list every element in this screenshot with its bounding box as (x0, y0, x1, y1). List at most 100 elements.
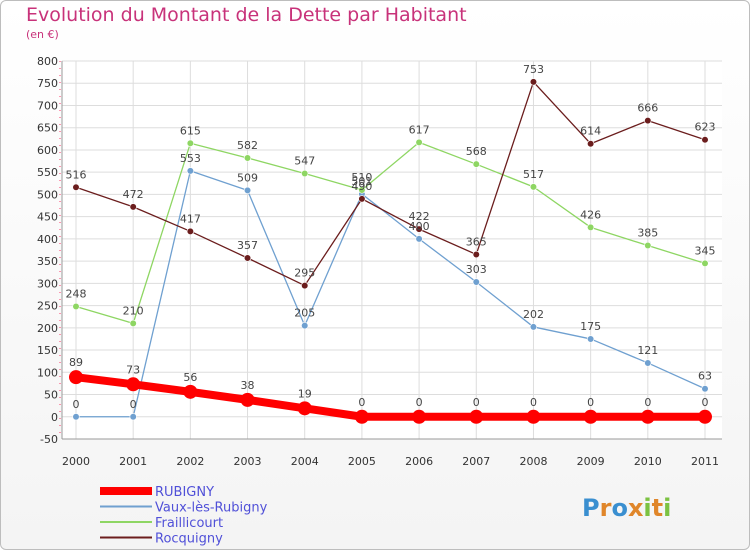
data-point-rubigny (126, 377, 141, 392)
data-label-vaux-les-rubigny: 202 (523, 308, 544, 321)
x-tick-label: 2007 (462, 455, 490, 468)
x-tick-label: 2010 (634, 455, 662, 468)
y-tick-label: 300 (37, 277, 58, 290)
data-label-rocquigny: 490 (351, 180, 372, 193)
data-label-fraillicourt: 615 (180, 124, 201, 137)
data-label-vaux-les-rubigny: 121 (637, 344, 658, 357)
logo-letter: P (582, 494, 600, 522)
data-label-rocquigny: 666 (637, 102, 658, 115)
data-label-fraillicourt: 617 (409, 123, 430, 136)
data-label-fraillicourt: 210 (123, 304, 144, 317)
logo-letter: t (652, 494, 663, 522)
y-tick-label: 350 (37, 255, 58, 268)
data-point-rocquigny (186, 227, 194, 235)
chart-title: Evolution du Montant de la Dette par Hab… (26, 4, 467, 26)
data-point-vaux-les-rubigny (644, 359, 652, 367)
data-label-fraillicourt: 517 (523, 168, 544, 181)
data-label-rocquigny: 753 (523, 63, 544, 76)
data-point-fraillicourt (129, 319, 137, 327)
data-label-fraillicourt: 345 (695, 244, 716, 257)
y-tick-label: 0 (51, 411, 58, 424)
logo-letter: r (600, 494, 612, 522)
data-point-vaux-les-rubigny (72, 413, 80, 421)
data-point-rubigny (354, 409, 369, 424)
x-tick-label: 2001 (119, 455, 147, 468)
x-tick-label: 2009 (577, 455, 605, 468)
legend-label-fraillicourt: Fraillicourt (155, 516, 223, 531)
data-point-fraillicourt (644, 241, 652, 250)
data-point-vaux-les-rubigny (701, 385, 709, 393)
data-point-vaux-les-rubigny (529, 323, 538, 331)
data-label-rubigny: 0 (644, 396, 651, 409)
y-tick-label: 200 (37, 322, 58, 335)
data-label-fraillicourt: 385 (637, 227, 658, 240)
data-label-vaux-les-rubigny: 63 (698, 370, 712, 383)
data-label-rocquigny: 516 (66, 168, 87, 181)
legend-label-vaux-les-rubigny: Vaux-lès-Rubigny (155, 501, 268, 516)
data-label-rocquigny: 357 (237, 239, 258, 252)
data-label-rubigny: 19 (298, 387, 312, 400)
x-tick-label: 2005 (348, 455, 376, 468)
data-point-rubigny (583, 409, 598, 424)
data-point-rocquigny (243, 254, 252, 262)
series-line-rubigny (75, 373, 705, 421)
data-label-rubigny: 0 (416, 396, 423, 409)
data-point-vaux-les-rubigny (587, 335, 595, 343)
y-tick-label: 500 (37, 188, 58, 201)
data-label-rocquigny: 472 (123, 188, 144, 201)
logo-letter: i (663, 494, 671, 522)
data-point-fraillicourt (243, 154, 252, 162)
x-tick-label: 2002 (176, 455, 204, 468)
data-point-rocquigny (701, 136, 709, 144)
logo-letter: o (611, 494, 628, 522)
data-point-rocquigny (72, 183, 80, 191)
data-label-fraillicourt: 582 (237, 139, 258, 152)
data-point-rocquigny (644, 116, 652, 125)
plot-area (62, 61, 722, 439)
data-label-rubigny: 0 (473, 396, 480, 409)
data-label-fraillicourt: 547 (294, 155, 315, 168)
data-point-rubigny (240, 392, 255, 407)
x-tick-label: 2004 (291, 455, 319, 468)
data-label-rubigny: 73 (126, 363, 140, 376)
data-point-vaux-les-rubigny (415, 235, 423, 243)
data-point-fraillicourt (415, 138, 423, 146)
y-tick-label: 650 (37, 122, 58, 135)
data-label-rocquigny: 417 (180, 212, 201, 225)
series-line-fraillicourt (75, 141, 706, 325)
data-label-rubigny: 56 (183, 371, 197, 384)
data-point-rocquigny (129, 203, 137, 211)
data-point-vaux-les-rubigny (301, 322, 309, 330)
data-label-rubigny: 0 (587, 396, 594, 409)
data-label-rocquigny: 422 (409, 210, 430, 223)
data-label-rocquigny: 623 (695, 121, 716, 134)
data-label-rubigny: 0 (530, 396, 537, 409)
data-point-rubigny (640, 409, 655, 424)
data-point-rocquigny (415, 225, 423, 233)
data-point-vaux-les-rubigny (186, 167, 194, 175)
data-point-fraillicourt (301, 169, 309, 178)
data-label-vaux-les-rubigny: 303 (466, 263, 487, 276)
data-label-vaux-les-rubigny: 400 (409, 220, 430, 233)
data-point-fraillicourt (587, 223, 595, 231)
y-tick-label: 450 (37, 211, 58, 224)
y-tick-label: 150 (37, 344, 58, 357)
x-tick-label: 2011 (691, 455, 719, 468)
y-tick-label: 600 (37, 144, 58, 157)
data-label-rocquigny: 365 (466, 235, 487, 248)
data-label-vaux-les-rubigny: 0 (73, 398, 80, 411)
data-point-fraillicourt (358, 186, 366, 194)
data-point-rubigny (412, 409, 427, 424)
data-point-rocquigny (358, 195, 366, 203)
data-point-rubigny (526, 409, 541, 424)
data-label-rocquigny: 295 (294, 267, 315, 280)
data-point-rocquigny (529, 78, 538, 86)
data-point-fraillicourt (529, 183, 538, 191)
data-label-vaux-les-rubigny: 501 (351, 175, 372, 188)
data-label-fraillicourt: 510 (351, 171, 372, 184)
y-tick-label: 550 (37, 166, 58, 179)
x-tick-label: 2003 (234, 455, 262, 468)
data-label-fraillicourt: 426 (580, 208, 601, 221)
y-tick-label: 800 (37, 55, 58, 68)
